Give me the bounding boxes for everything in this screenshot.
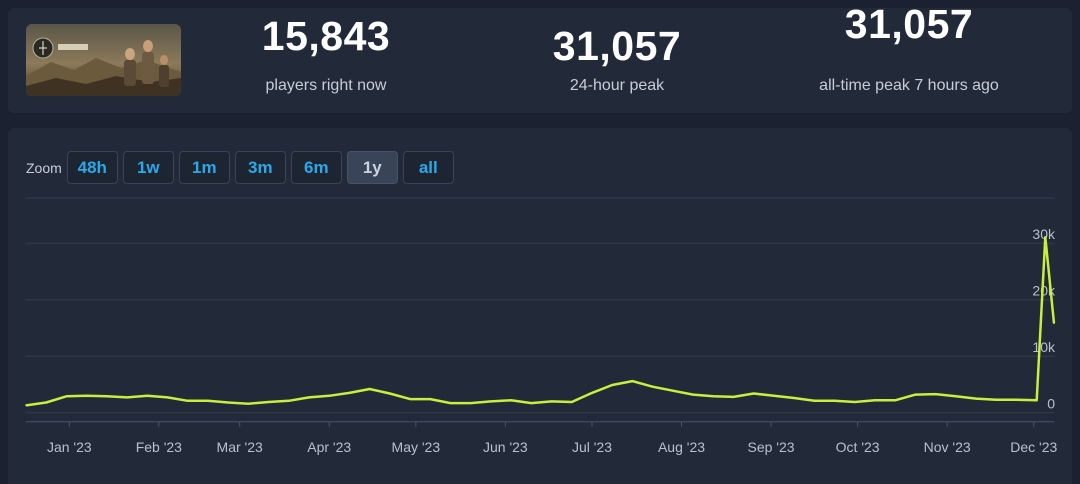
x-tick-label: Aug '23 — [658, 439, 705, 455]
data-point[interactable] — [106, 395, 108, 398]
data-point[interactable] — [570, 401, 573, 403]
chart-panel: 0 10k 20k 30k Jan '23 Feb '23 Mar '23 Apr '23 Ma… — [8, 128, 1072, 484]
data-point[interactable] — [611, 384, 613, 386]
data-point[interactable] — [793, 397, 795, 399]
all-time-peak-stat: 31,057 all-time peak 7 hours ago — [779, 8, 1039, 113]
data-point[interactable] — [1015, 398, 1018, 401]
data-point[interactable] — [166, 396, 169, 399]
data-point[interactable] — [267, 401, 270, 403]
y-tick-label: 30k — [1032, 226, 1056, 242]
all-time-peak-value: 31,057 — [844, 8, 974, 47]
data-point[interactable] — [469, 402, 472, 404]
current-players-label: players right now — [265, 77, 387, 94]
x-tick-label: Feb '23 — [136, 439, 182, 455]
data-point[interactable] — [45, 401, 48, 404]
data-point[interactable] — [429, 398, 432, 400]
data-point[interactable] — [25, 404, 27, 407]
peak-24h-stat: 31,057 24-hour peak — [487, 8, 747, 113]
y-tick-label: 0 — [1047, 396, 1055, 412]
zoom-label: Zoom — [26, 159, 62, 176]
zoom-1m-button[interactable]: 1m — [178, 151, 230, 184]
series-line — [25, 235, 1056, 407]
data-point[interactable] — [287, 400, 290, 402]
data-point[interactable] — [247, 402, 250, 405]
data-point[interactable] — [1035, 399, 1038, 402]
data-point[interactable] — [65, 395, 68, 398]
data-point[interactable] — [894, 399, 896, 402]
game-thumbnail[interactable] — [26, 24, 181, 96]
data-point[interactable] — [692, 393, 694, 396]
data-point[interactable] — [389, 392, 391, 395]
zoom-all-button[interactable]: all — [402, 151, 454, 184]
all-time-peak-label: all-time peak 7 hours ago — [819, 77, 999, 94]
zoom-bar: Zoom 48h 1w 1m 3m 6m 1y all — [26, 151, 459, 184]
data-point[interactable] — [914, 393, 917, 396]
x-tick-label: Jun '23 — [483, 439, 528, 455]
data-point[interactable] — [874, 399, 876, 402]
data-point[interactable] — [490, 400, 492, 403]
x-tick-label: May '23 — [392, 439, 441, 455]
data-point[interactable] — [186, 400, 189, 402]
x-tick-label: Jul '23 — [572, 439, 612, 455]
data-point[interactable] — [813, 400, 816, 402]
peak-24h-label: 24-hour peak — [569, 77, 665, 94]
data-point[interactable] — [975, 397, 977, 400]
zoom-3m-button[interactable]: 3m — [234, 151, 286, 184]
data-point[interactable] — [550, 400, 553, 403]
zoom-48h-button[interactable]: 48h — [66, 151, 118, 184]
data-point[interactable] — [207, 400, 209, 402]
data-point[interactable] — [934, 393, 937, 395]
data-point[interactable] — [328, 394, 331, 397]
data-point[interactable] — [146, 394, 149, 397]
data-point[interactable] — [853, 401, 856, 403]
x-tick-label: Mar '23 — [217, 439, 263, 455]
data-point[interactable] — [773, 394, 775, 397]
data-point[interactable] — [126, 396, 128, 399]
data-point[interactable] — [672, 389, 674, 392]
peak-24h-value: 31,057 — [552, 23, 682, 69]
x-tick-label: Jan '23 — [47, 439, 92, 455]
x-tick-label: Oct '23 — [836, 439, 880, 455]
data-point[interactable] — [712, 395, 715, 398]
current-players-value: 15,843 — [261, 13, 391, 59]
data-point[interactable] — [348, 392, 351, 394]
data-point[interactable] — [1044, 236, 1047, 239]
data-point[interactable] — [995, 398, 998, 401]
data-point[interactable] — [368, 388, 371, 390]
current-players-stat: 15,843 players right now — [196, 8, 456, 113]
data-point[interactable] — [752, 392, 755, 395]
data-point[interactable] — [833, 400, 836, 402]
zoom-1w-button[interactable]: 1w — [122, 151, 174, 184]
zoom-6m-button[interactable]: 6m — [290, 151, 342, 184]
data-point[interactable] — [510, 399, 512, 402]
stats-panel: 15,843 players right now 31,057 24-hour … — [8, 8, 1072, 113]
data-point[interactable] — [409, 398, 411, 400]
data-point[interactable] — [1053, 322, 1055, 324]
x-tick-label: Sep '23 — [747, 439, 794, 455]
x-tick-label: Dec '23 — [1010, 439, 1057, 455]
data-point[interactable] — [227, 401, 229, 404]
data-point[interactable] — [651, 385, 654, 388]
x-tick-label: Nov '23 — [924, 439, 971, 455]
data-point[interactable] — [530, 402, 533, 404]
x-tick-label: Apr '23 — [307, 439, 351, 455]
y-tick-label: 10k — [1032, 339, 1056, 355]
data-point[interactable] — [449, 402, 452, 404]
game-artwork — [26, 24, 181, 96]
data-point[interactable] — [308, 396, 310, 399]
data-point[interactable] — [591, 392, 593, 394]
zoom-1y-button[interactable]: 1y — [346, 151, 398, 184]
data-point[interactable] — [955, 395, 957, 398]
data-point[interactable] — [732, 396, 735, 398]
data-point[interactable] — [85, 394, 88, 397]
data-point[interactable] — [631, 380, 634, 382]
